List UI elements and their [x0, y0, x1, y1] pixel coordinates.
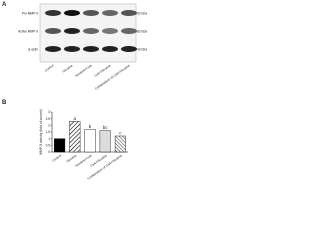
panel-label: B — [2, 100, 7, 106]
y-tick-label: 0 — [48, 150, 50, 154]
x-tick-label: Nicotine — [66, 153, 78, 163]
lane-label: Combination of CsA+Nicotine — [94, 63, 131, 90]
y-tick-label: 3 — [48, 110, 50, 114]
bar — [84, 129, 96, 153]
lane-label: Nicotine+CsA — [74, 63, 93, 78]
significance-label: b — [89, 124, 92, 129]
row-label: β-actin — [28, 48, 38, 52]
bar — [54, 138, 66, 153]
blot-band — [121, 46, 137, 52]
blot-band — [64, 28, 80, 34]
bar — [99, 130, 111, 153]
blot-band — [83, 46, 99, 52]
significance-label: a — [74, 116, 77, 121]
bar — [114, 135, 126, 153]
blot-band — [64, 46, 80, 52]
blot-band — [45, 10, 61, 16]
lane-label: Nicotine — [62, 63, 74, 73]
y-axis-title: MMP-9 activity (fold of control) — [39, 109, 43, 155]
row-label: Active MMP-9 — [18, 30, 38, 34]
kda-label: 82 kDa — [137, 30, 147, 34]
y-tick-label: 2 — [48, 124, 50, 128]
blot-band — [121, 28, 137, 34]
y-tick-label: 1 — [48, 137, 50, 141]
row-label: Pro-MMP-9 — [22, 12, 39, 16]
kda-label: 92 kDa — [137, 12, 147, 16]
blot-band — [102, 46, 118, 52]
significance-label: bc — [103, 125, 109, 130]
blot-band — [45, 28, 61, 34]
bar — [69, 121, 81, 153]
blot-band — [121, 10, 137, 16]
blot-band — [102, 10, 118, 16]
blot-band — [83, 10, 99, 16]
figure: A B Pro-MMP-9 92 kDa Active MMP-9 82 kDa β-a… — [2, 2, 147, 181]
x-tick-label: Control — [51, 153, 62, 162]
blot-band — [102, 28, 118, 34]
blot-band — [83, 28, 99, 34]
y-tick-label: 1.5 — [46, 130, 51, 134]
y-tick-label: 0.5 — [46, 144, 51, 148]
kda-label: 43 kDa — [137, 48, 147, 52]
y-tick-label: 2.5 — [46, 117, 51, 121]
significance-label: c — [119, 131, 122, 136]
lane-label: CsA+Nicotine — [93, 63, 111, 78]
blot-band — [45, 46, 61, 52]
panel-label: A — [2, 2, 7, 8]
blot-band — [64, 10, 80, 16]
lane-label: Control — [44, 63, 55, 72]
